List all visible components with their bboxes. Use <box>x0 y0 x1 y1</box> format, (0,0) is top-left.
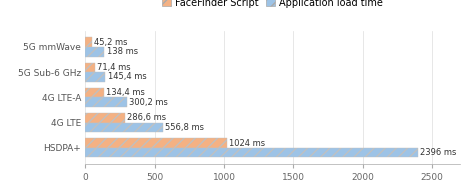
Text: 286,6 ms: 286,6 ms <box>127 113 166 122</box>
Text: 138 ms: 138 ms <box>107 47 137 56</box>
Text: 45,2 ms: 45,2 ms <box>94 38 127 47</box>
Bar <box>85 37 91 47</box>
Bar <box>85 72 106 82</box>
Bar <box>85 97 127 107</box>
Text: 2396 ms: 2396 ms <box>419 148 456 157</box>
Text: 145,4 ms: 145,4 ms <box>108 72 146 82</box>
Bar <box>85 88 104 97</box>
Bar <box>85 113 125 123</box>
Text: 556,8 ms: 556,8 ms <box>164 123 204 132</box>
Bar <box>85 47 104 57</box>
Text: 300,2 ms: 300,2 ms <box>129 98 168 107</box>
Text: 71,4 ms: 71,4 ms <box>97 63 131 72</box>
Text: 134,4 ms: 134,4 ms <box>106 88 145 97</box>
Bar <box>85 148 418 157</box>
Bar <box>85 63 95 72</box>
Text: 1024 ms: 1024 ms <box>229 138 265 148</box>
Bar <box>85 123 163 132</box>
Legend: FaceFinder Script, Application load time: FaceFinder Script, Application load time <box>162 0 383 8</box>
Bar <box>85 138 228 148</box>
